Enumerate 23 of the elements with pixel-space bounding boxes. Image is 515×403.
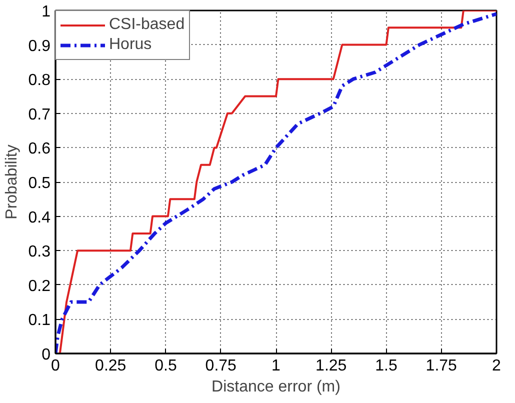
legend-label: CSI-based — [109, 16, 185, 34]
x-tick-label: 2 — [492, 358, 502, 374]
y-axis-title: Probability — [3, 144, 20, 220]
x-tick-label: 1.5 — [375, 358, 398, 374]
y-tick-label: 0 — [42, 346, 51, 364]
y-tick-label: 1 — [42, 4, 51, 20]
x-axis-title: Distance error (m) — [212, 378, 340, 396]
legend-label: Horus — [109, 36, 152, 54]
y-tick-label: 0.2 — [28, 278, 51, 295]
x-tick-label: 1.75 — [426, 358, 458, 374]
y-tick-label: 0.6 — [28, 140, 51, 158]
x-tick-label: 0.5 — [154, 358, 177, 374]
y-tick-label: 0.5 — [28, 175, 51, 192]
y-tick-label: 0.9 — [28, 38, 51, 55]
x-tick-label: 1.25 — [316, 358, 347, 374]
y-tick-label: 0.8 — [28, 72, 51, 90]
x-tick-label: 0.75 — [205, 358, 237, 374]
y-tick-label: 0.1 — [28, 312, 51, 330]
x-tick-label: 1 — [272, 358, 281, 374]
x-tick-label: 0.25 — [95, 358, 126, 374]
y-tick-label: 0.7 — [28, 106, 51, 124]
y-tick-label: 0.3 — [28, 244, 51, 261]
y-tick-label: 0.4 — [28, 209, 51, 226]
